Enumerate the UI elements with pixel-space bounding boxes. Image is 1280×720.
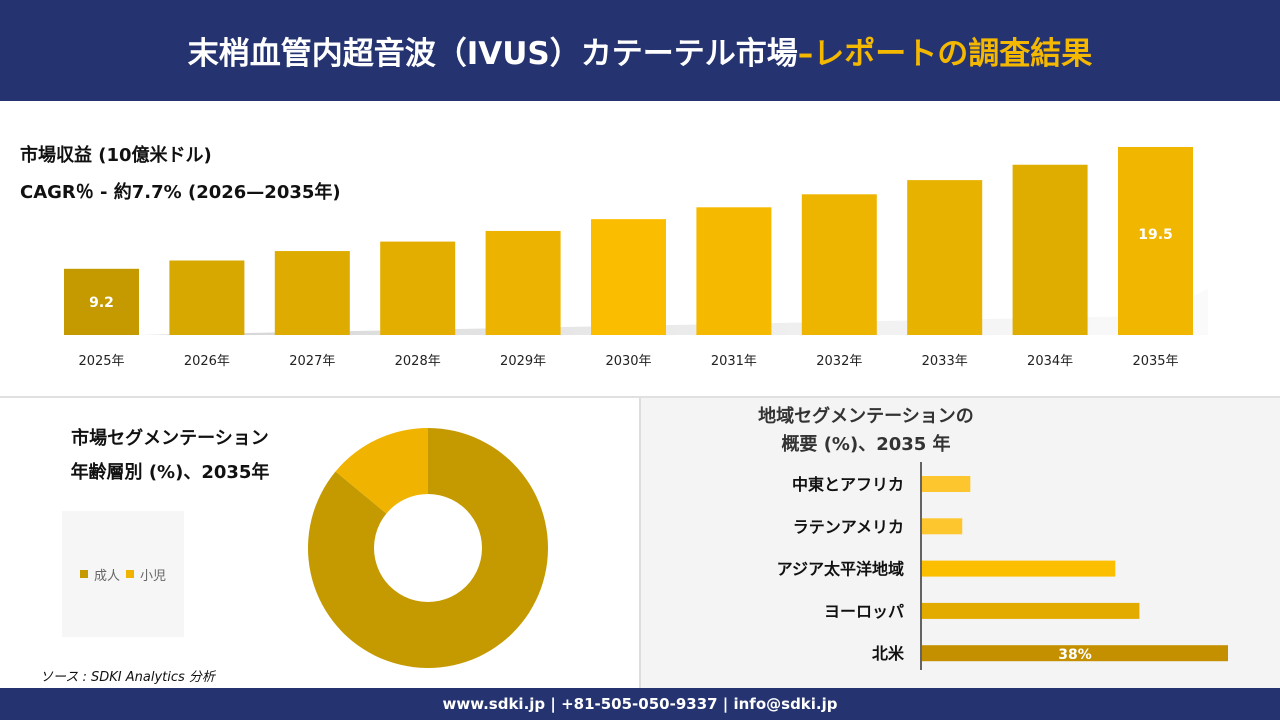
source-note: ソース : SDKI Analytics 分析 [40, 670, 215, 685]
footer-contact: www.sdki.jp | +81-505-050-9337 | info@sd… [0, 688, 1280, 720]
x-tick-label: 2032年 [816, 354, 862, 369]
age-segment-section: 市場セグメンテーション 年齢層別 (%)、2035年 成人 小児 ソース : S… [0, 398, 640, 688]
data-label: 9.2 [89, 295, 114, 311]
region-title: 地域セグメンテーションの [758, 406, 974, 427]
region-bar-ラテンアメリカ [922, 518, 963, 535]
legend-adult: 成人 [93, 568, 120, 584]
x-tick-label: 2029年 [500, 354, 546, 369]
region-label: 北米 [872, 644, 905, 663]
legend-swatch-child [126, 570, 134, 578]
x-tick-label: 2027年 [289, 354, 335, 369]
bar-2028年 [380, 241, 456, 335]
title-main: 末梢血管内超音波（IVUS）カテーテル市場 [187, 36, 798, 72]
bar-2029年 [485, 230, 561, 335]
age-donut-chart [308, 428, 548, 668]
bar-2025年 [64, 268, 139, 335]
region-bar-中東とアフリカ [922, 476, 971, 492]
cagr-text: CAGR％ - 約7.7% (2026—2035年) [20, 182, 341, 203]
region-bar-北米 [922, 645, 1228, 662]
region-segment-section: 地域セグメンテーションの 概要 (%)、2035 年 中東とアフリカ ラテンアメリ… [641, 398, 1280, 688]
region-bar-アジア太平洋地域 [922, 560, 1116, 577]
divider [0, 396, 1280, 398]
title-accent: –レポートの調査結果 [797, 36, 1093, 72]
bar-2033年 [907, 180, 983, 335]
data-label: 19.5 [1138, 227, 1173, 243]
x-tick-label: 2026年 [184, 354, 230, 369]
revenue-bar-chart: 2025年 9.2 2026年 2027年 2028年 2029年 2030年 2031年 20… [64, 147, 1208, 369]
age-title: 市場セグメンテーション [71, 428, 269, 449]
x-tick-label: 2033年 [922, 354, 968, 369]
age-subtitle: 年齢層別 (%)、2035年 [70, 462, 270, 483]
x-tick-label: 2028年 [395, 354, 441, 369]
divider [639, 398, 641, 688]
region-bar-ヨーロッパ [922, 602, 1140, 619]
region-label: 中東とアフリカ [792, 475, 904, 494]
region-subtitle: 概要 (%)、2035 年 [781, 434, 951, 455]
bar-2031年 [696, 207, 772, 335]
revenue-section: 市場収益 (10億米ドル) CAGR％ - 約7.7% (2026—2035年)… [0, 101, 1280, 396]
x-tick-label: 2035年 [1132, 354, 1178, 369]
bar-2027年 [274, 251, 350, 335]
region-label: アジア太平洋地域 [777, 560, 904, 579]
region-label: ヨーロッパ [824, 602, 904, 621]
donut-slice-小児 [335, 428, 428, 514]
legend-swatch-adult [79, 570, 88, 578]
revenue-title: 市場収益 (10億米ドル) [20, 145, 212, 166]
x-tick-label: 2034年 [1027, 354, 1073, 369]
donut-legend: 成人 小児 [62, 511, 184, 637]
x-tick-label: 2030年 [605, 354, 651, 369]
header-banner: 末梢血管内超音波（IVUS）カテーテル市場 –レポートの調査結果 [0, 0, 1280, 101]
bar-2035年 [1118, 147, 1193, 335]
donut-slice-成人 [308, 428, 548, 668]
x-tick-label: 2025年 [78, 354, 124, 369]
bar-2026年 [169, 260, 245, 335]
legend-child: 小児 [140, 568, 167, 584]
bar-2032年 [801, 194, 877, 335]
x-tick-label: 2031年 [711, 354, 757, 369]
data-label: 38% [1058, 647, 1092, 663]
bar-2034年 [1012, 164, 1088, 335]
bar-2030年 [591, 219, 666, 335]
region-label: ラテンアメリカ [793, 517, 904, 536]
